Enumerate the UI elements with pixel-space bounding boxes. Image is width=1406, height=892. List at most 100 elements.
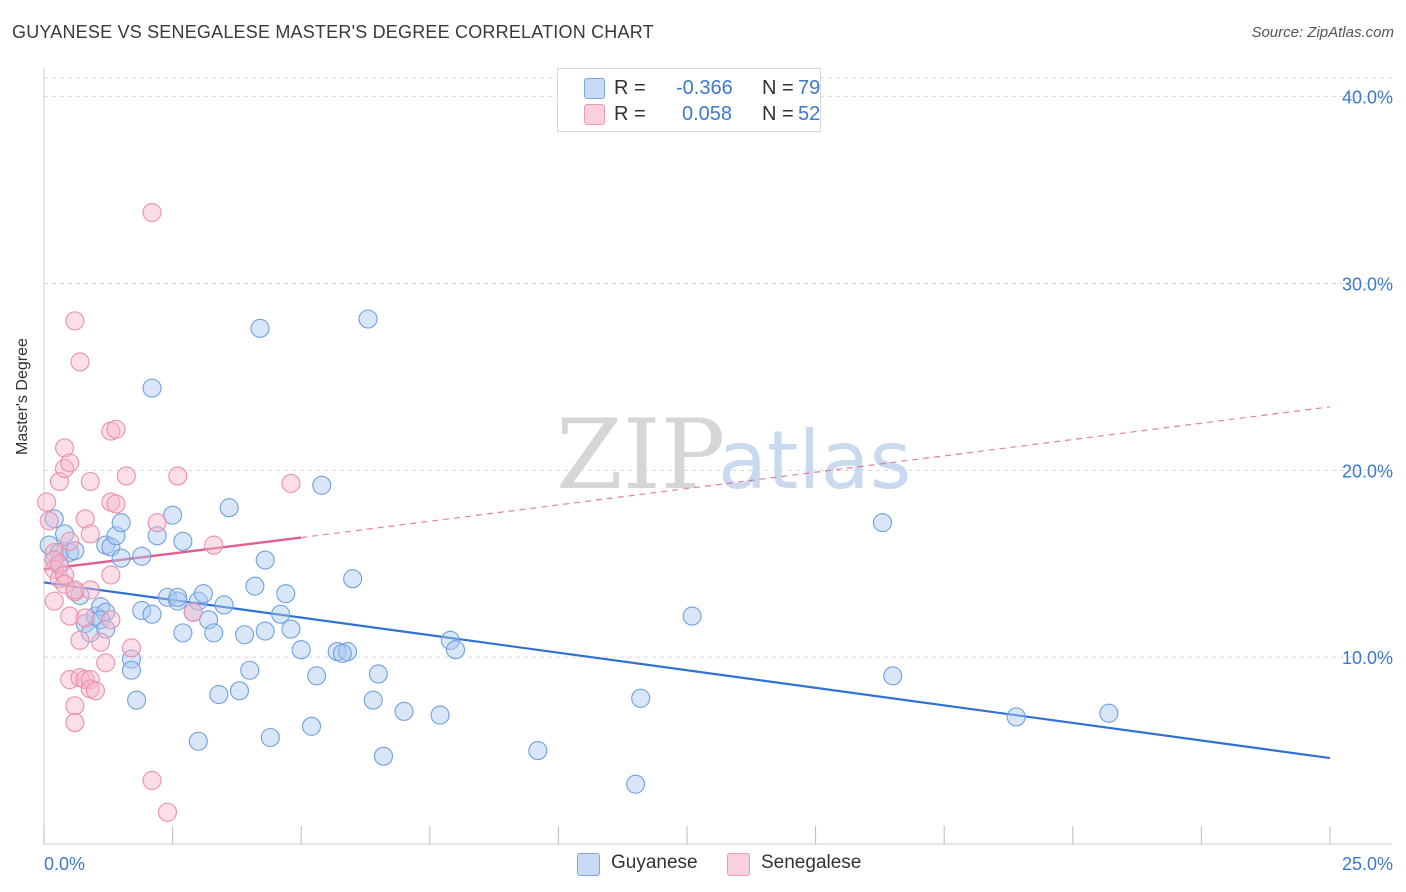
guyanese-point xyxy=(193,584,214,604)
guyanese-point xyxy=(271,604,291,624)
senegalese-point xyxy=(96,653,116,673)
r-label: R = xyxy=(614,103,646,125)
senegalese-point xyxy=(106,494,126,514)
senegalese-point xyxy=(75,509,95,529)
senegalese-point xyxy=(55,458,75,479)
guyanese-point xyxy=(142,378,162,398)
guyanese-point xyxy=(260,727,280,748)
guyanese-point xyxy=(1006,707,1026,727)
senegalese-point xyxy=(70,630,90,650)
guyanese-point xyxy=(121,660,141,680)
guyanese-point xyxy=(173,623,193,643)
senegalese-point xyxy=(101,610,121,630)
n-label: N = xyxy=(762,77,794,99)
senegalese-point xyxy=(80,524,100,544)
senegalese-point xyxy=(55,574,75,594)
senegalese-point xyxy=(44,559,64,579)
senegalese-point xyxy=(116,466,136,486)
senegalese-point xyxy=(121,638,141,658)
guyanese-point xyxy=(281,619,301,639)
guyanese-trend-line xyxy=(43,581,1331,760)
r-label: R = xyxy=(614,77,646,99)
guyanese-point xyxy=(214,595,234,615)
n-value: 52 xyxy=(798,103,821,125)
senegalese-point xyxy=(65,580,85,600)
senegalese-point xyxy=(101,565,121,585)
r-value: -0.366 xyxy=(676,77,733,99)
senegalese-point xyxy=(157,802,178,822)
guyanese-point xyxy=(255,550,275,570)
guyanese-point xyxy=(111,513,131,533)
guyanese-point xyxy=(291,640,311,660)
source-label: Source: ZipAtlas.com xyxy=(1251,24,1394,41)
guyanese-point xyxy=(219,498,239,518)
guyanese-point xyxy=(121,649,141,669)
guyanese-point xyxy=(157,587,178,607)
senegalese-point xyxy=(65,311,85,331)
watermark-zip: ZIP xyxy=(556,399,725,511)
guyanese-point xyxy=(163,505,183,525)
data-points xyxy=(37,202,1119,822)
senegalese-trend-extension xyxy=(301,406,1331,539)
guyanese-point xyxy=(168,587,188,607)
senegalese-trend-line xyxy=(43,536,302,571)
guyanese-point xyxy=(245,576,265,596)
guyanese-point xyxy=(188,731,208,751)
guyanese-point xyxy=(332,643,352,663)
guyanese-legend-label: Guyanese xyxy=(611,852,698,873)
senegalese-point xyxy=(142,202,162,223)
chart-title: GUYANESE VS SENEGALESE MASTER'S DEGREE C… xyxy=(12,22,654,42)
senegalese-point xyxy=(80,580,100,600)
senegalese-point xyxy=(44,591,64,611)
senegalese-point xyxy=(60,531,80,551)
guyanese-point xyxy=(368,664,388,684)
y-tick-label: 20.0% xyxy=(1342,461,1393,481)
guyanese-point xyxy=(235,625,255,645)
guyanese-point xyxy=(132,600,152,621)
senegalese-point xyxy=(204,535,224,555)
guyanese-point xyxy=(209,684,229,705)
guyanese-point xyxy=(312,475,332,495)
y-tick-label: 40.0% xyxy=(1342,88,1393,108)
r-value: 0.058 xyxy=(682,103,733,125)
senegalese-point xyxy=(44,542,64,563)
axes xyxy=(43,68,1392,845)
guyanese-point xyxy=(70,585,90,606)
guyanese-point xyxy=(363,690,383,710)
guyanese-point xyxy=(631,688,651,708)
watermark-atlas: atlas xyxy=(718,414,911,507)
guyanese-point xyxy=(240,660,260,680)
guyanese-point xyxy=(127,690,147,710)
guyanese-point xyxy=(229,681,250,701)
senegalese-point xyxy=(65,696,85,716)
watermark: ZIP atlas xyxy=(556,399,911,511)
senegalese-point xyxy=(183,602,203,622)
senegalese-point xyxy=(91,632,111,652)
x-tick-label: 0.0% xyxy=(44,854,85,874)
guyanese-point xyxy=(445,640,466,660)
trend-lines xyxy=(43,406,1331,760)
guyanese-point xyxy=(250,318,270,338)
guyanese-point xyxy=(307,666,327,686)
x-tick-label: 25.0% xyxy=(1342,854,1393,874)
n-value: 79 xyxy=(798,77,821,99)
guyanese-legend-swatch xyxy=(577,853,600,876)
guyanese-point xyxy=(142,604,162,624)
senegalese-point xyxy=(55,438,75,458)
guyanese-point xyxy=(358,309,378,329)
senegalese-point xyxy=(80,472,100,492)
senegalese-point xyxy=(49,569,69,589)
guyanese-point xyxy=(883,666,903,686)
guyanese-point xyxy=(276,584,296,604)
guyanese-point xyxy=(872,513,893,533)
guyanese-point xyxy=(65,541,85,561)
senegalese-point xyxy=(106,419,126,439)
senegalese-point xyxy=(85,681,105,701)
senegalese-swatch xyxy=(584,104,605,125)
gridlines xyxy=(44,77,1392,658)
senegalese-point xyxy=(70,352,90,372)
senegalese-point xyxy=(281,473,301,493)
guyanese-point xyxy=(626,774,646,794)
guyanese-point xyxy=(1099,703,1119,723)
